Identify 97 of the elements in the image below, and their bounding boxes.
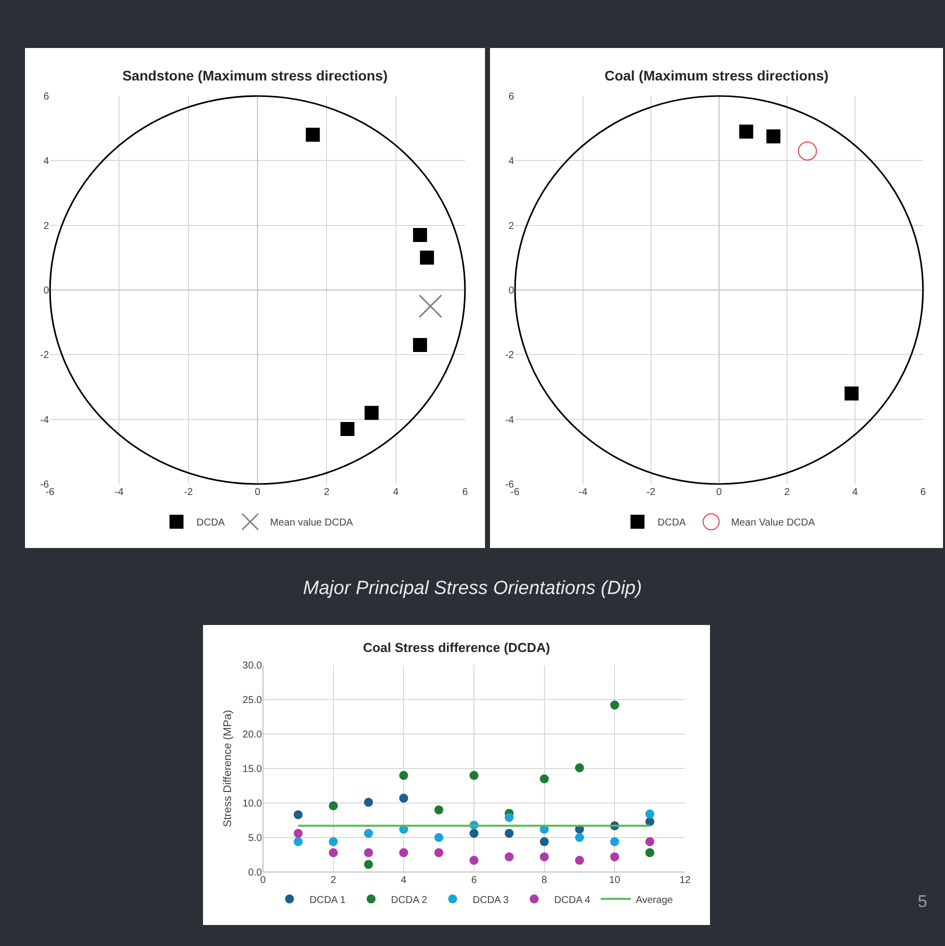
point <box>540 774 549 784</box>
point <box>504 828 514 838</box>
point <box>575 833 584 842</box>
y-tick-label: -2 <box>40 350 50 362</box>
point <box>504 852 514 862</box>
point <box>504 812 514 822</box>
point <box>610 700 620 710</box>
legend-label: Average <box>636 894 674 906</box>
chart-title: Coal Stress difference (DCDA) <box>362 640 550 656</box>
point <box>340 422 354 436</box>
point <box>434 833 444 842</box>
point <box>328 837 338 846</box>
point <box>575 856 584 865</box>
point <box>844 386 859 400</box>
x-tick-label: 10 <box>609 875 621 886</box>
x-tick-label: 2 <box>784 487 790 498</box>
x-tick-label: 8 <box>542 875 548 886</box>
text: Major Principal Stress Orientations (Dip) <box>302 578 643 600</box>
y-tick-label: 10.0 <box>242 798 262 810</box>
legend-label: Mean value DCDA <box>270 518 354 529</box>
point <box>413 338 428 352</box>
x-tick-label: 4 <box>852 487 858 498</box>
y-tick-label: 30.0 <box>242 660 262 672</box>
legend-label: DCDA 2 <box>391 894 428 906</box>
legend-label: DCDA <box>196 518 226 529</box>
legend-label: DCDA 4 <box>554 894 591 906</box>
x-tick-label: 2 <box>324 487 330 498</box>
point <box>798 141 817 160</box>
x-tick-label: 12 <box>679 875 691 886</box>
y-tick-label: 0 <box>43 286 50 296</box>
y-axis-title: Stress Difference (MPa) <box>222 710 234 828</box>
point <box>470 856 478 865</box>
x-tick-label: 2 <box>330 875 337 886</box>
y-tick-label: 5.0 <box>248 833 262 844</box>
x-tick-label: 6 <box>471 875 478 886</box>
y-tick-label: 4 <box>508 156 514 168</box>
point <box>645 848 654 858</box>
point <box>610 852 620 862</box>
point <box>470 770 478 780</box>
point <box>739 124 754 139</box>
chart-title: Coal (Maximum stress directions) <box>604 67 829 84</box>
point <box>413 228 428 242</box>
y-tick-label: -2 <box>505 350 514 362</box>
point <box>418 294 442 318</box>
chart-title: Sandstone (Maximum stress directions) <box>122 67 388 84</box>
y-tick-label: 20.0 <box>242 730 262 740</box>
y-tick-label: 15.0 <box>242 764 262 775</box>
x-tick-label: 0 <box>716 487 722 498</box>
point <box>294 828 303 838</box>
legend-label: DCDA <box>658 518 686 529</box>
point <box>294 837 303 846</box>
x-tick-label: -4 <box>578 487 588 498</box>
point <box>399 848 408 858</box>
legend-label: Mean Value DCDA <box>731 518 816 529</box>
point <box>364 828 373 838</box>
text: 5 <box>916 892 928 912</box>
x-tick-label: -2 <box>646 487 656 498</box>
y-tick-label: 0 <box>508 286 514 296</box>
x-tick-label: 6 <box>462 487 468 498</box>
point <box>399 794 408 803</box>
point <box>399 770 408 780</box>
y-tick-label: 4 <box>43 156 50 168</box>
point <box>434 848 444 858</box>
y-tick-label: -4 <box>40 414 50 426</box>
y-tick-label: 25.0 <box>242 695 262 706</box>
point <box>328 801 338 810</box>
x-tick-label: 4 <box>393 487 400 498</box>
x-tick-label: 6 <box>920 487 926 498</box>
legend-label: DCDA 3 <box>472 894 510 906</box>
point <box>306 128 320 142</box>
point <box>645 810 654 819</box>
point <box>610 837 620 846</box>
point <box>540 837 549 846</box>
x-tick-label: 4 <box>400 875 407 886</box>
x-tick-label: -4 <box>114 487 124 498</box>
point <box>420 250 434 265</box>
point <box>540 852 549 862</box>
y-tick-label: 2 <box>43 220 50 232</box>
y-tick-label: -4 <box>505 414 514 426</box>
point <box>645 837 654 846</box>
point <box>470 828 478 838</box>
point <box>434 805 444 814</box>
y-tick-label: 6 <box>508 92 514 102</box>
point <box>575 763 584 772</box>
point <box>364 406 379 420</box>
point <box>364 848 373 858</box>
point <box>328 848 338 858</box>
point <box>294 810 303 820</box>
point <box>364 798 373 807</box>
point <box>364 860 373 869</box>
point <box>766 129 780 144</box>
x-tick-label: -2 <box>184 487 194 498</box>
y-tick-label: 2 <box>508 220 514 232</box>
y-tick-label: 6 <box>43 92 50 102</box>
y-tick-label: -6 <box>505 480 514 490</box>
y-tick-label: -6 <box>40 480 50 490</box>
legend-label: DCDA 1 <box>310 894 346 906</box>
